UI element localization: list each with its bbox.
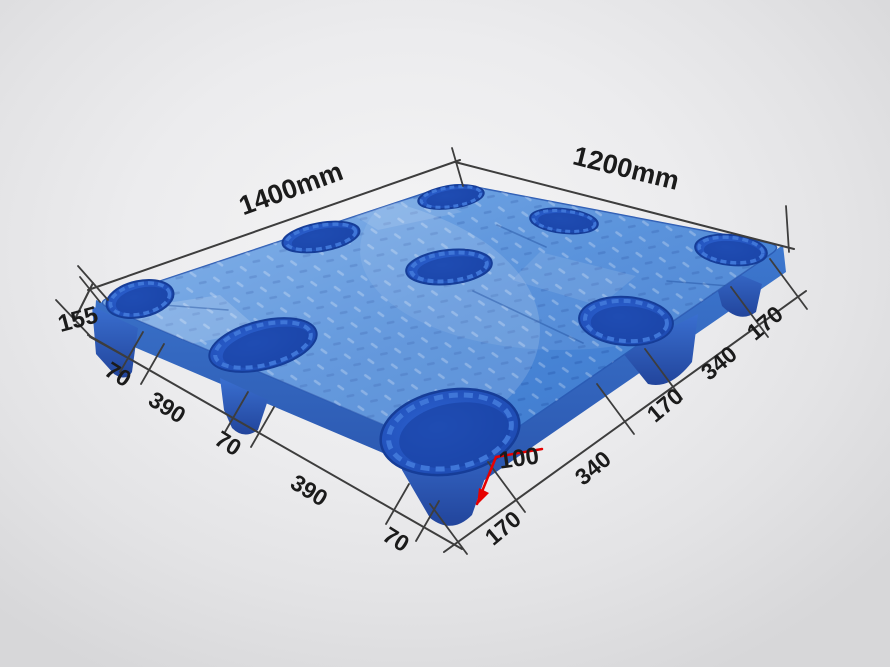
pallet-holes [105, 184, 768, 477]
hole-back-right-mid [529, 207, 599, 235]
dim-leg-bottom-100: 100 [475, 442, 544, 506]
deck-groove [472, 290, 584, 344]
red-arrowhead [477, 488, 489, 505]
label-left-4: 70 [378, 521, 413, 557]
deck-groove [666, 280, 730, 287]
label-left-3: 390 [286, 469, 332, 511]
label-right-0: 170 [480, 506, 526, 551]
label-width: 1200mm [570, 141, 682, 196]
hole-center [405, 248, 493, 286]
pallet [92, 183, 786, 526]
label-right-1: 340 [570, 446, 616, 491]
hole-front-right-mid [578, 295, 674, 347]
label-right-3: 340 [696, 341, 742, 386]
hole-back-corner [417, 184, 485, 210]
label-length: 1400mm [235, 156, 347, 221]
dim-end-tick [451, 147, 464, 187]
red-leader-line [475, 447, 544, 506]
smooth-patch [512, 252, 636, 306]
hole-front-left-mid [208, 317, 318, 373]
label-right-2: 170 [642, 383, 688, 428]
hole-right-corner [694, 233, 768, 267]
label-left-1: 390 [144, 386, 190, 428]
hole-back-left-mid [281, 220, 361, 254]
label-leg-bottom: 100 [497, 442, 540, 474]
hole-left-corner [105, 279, 175, 319]
deck-groove [496, 224, 547, 248]
pallet-leg-front-right [622, 314, 698, 386]
hole-front-corner [379, 387, 521, 477]
dim-end-tick [785, 205, 790, 253]
